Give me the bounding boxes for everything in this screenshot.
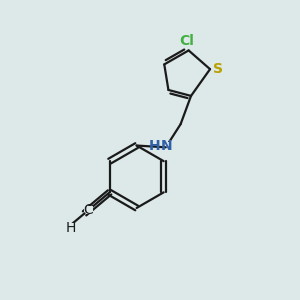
Text: H: H — [148, 140, 160, 153]
Text: N: N — [160, 140, 172, 153]
Text: H: H — [66, 221, 76, 235]
Text: C: C — [83, 203, 93, 217]
Bar — [181, 37, 193, 45]
Text: S: S — [213, 61, 224, 76]
Bar — [151, 142, 172, 151]
Bar — [67, 223, 75, 231]
Bar — [214, 65, 223, 72]
Bar — [84, 206, 93, 214]
Text: Cl: Cl — [180, 34, 195, 48]
